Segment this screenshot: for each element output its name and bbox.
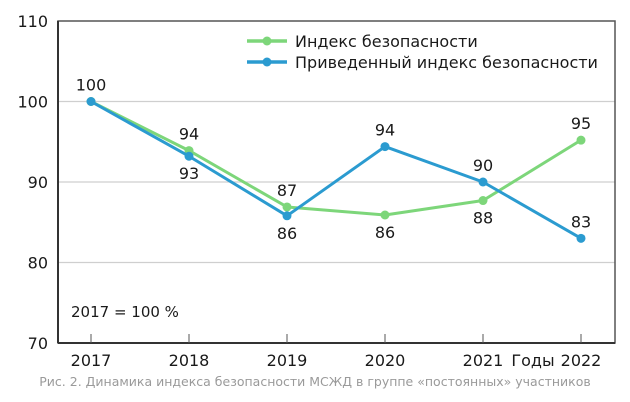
series-line [90,100,582,240]
data-point [184,151,194,161]
data-label: 94 [375,121,395,140]
data-label: 88 [473,209,493,228]
legend-swatch-marker [262,36,272,46]
x-tick-label: 2019 [267,351,308,370]
figure-caption: Рис. 2. Динамика индекса безопасности МС… [39,374,591,389]
data-label: 94 [179,125,199,144]
y-tick-labels: 70 80 90 100 110 [17,12,48,353]
series-line [90,100,582,217]
data-label: 87 [277,181,297,200]
y-tick-label: 110 [17,12,48,31]
y-tick-label: 80 [28,254,48,273]
data-label: 95 [571,114,591,133]
data-point [576,233,586,243]
data-label: 100 [76,76,107,95]
x-axis-label: Годы [511,351,554,370]
data-label: 93 [179,164,199,183]
data-point [478,177,488,187]
x-tick-label: 2017 [71,351,112,370]
x-tick-label: 2020 [365,351,406,370]
data-point [576,135,586,145]
data-point [478,196,488,206]
legend-label: Индекс безопасности [295,32,478,51]
y-tick-label: 90 [28,173,48,192]
data-point [282,211,292,221]
x-tick-label: 2021 [463,351,504,370]
x-tick-label: 2022 [561,351,602,370]
series-adjusted-safety-index: 93 86 94 90 83 [86,97,591,243]
data-label: 86 [375,223,395,242]
y-tick-label: 70 [28,334,48,353]
legend-label: Приведенный индекс безопасности [295,53,598,72]
data-point [380,210,390,220]
base-year-note: 2017 = 100 % [71,303,179,321]
series-safety-index: 100 94 87 86 88 95 [76,76,591,243]
data-point [282,202,292,212]
x-tick-label: 2018 [169,351,210,370]
legend-swatch-marker [262,57,272,67]
data-label: 90 [473,156,493,175]
legend-item: Индекс безопасности [247,32,478,51]
y-tick-label: 100 [17,93,48,112]
x-tick-labels: 2017 2018 2019 2020 2021 2022 [71,351,602,370]
data-label: 86 [277,224,297,243]
data-point [86,97,96,106]
axes [57,20,616,344]
legend: Индекс безопасности Приведенный индекс бе… [247,32,598,72]
legend-item: Приведенный индекс безопасности [247,53,598,72]
series-group: 100 94 87 86 88 95 93 86 94 90 83 [76,76,591,243]
data-label: 83 [571,212,591,231]
data-point [380,142,390,152]
